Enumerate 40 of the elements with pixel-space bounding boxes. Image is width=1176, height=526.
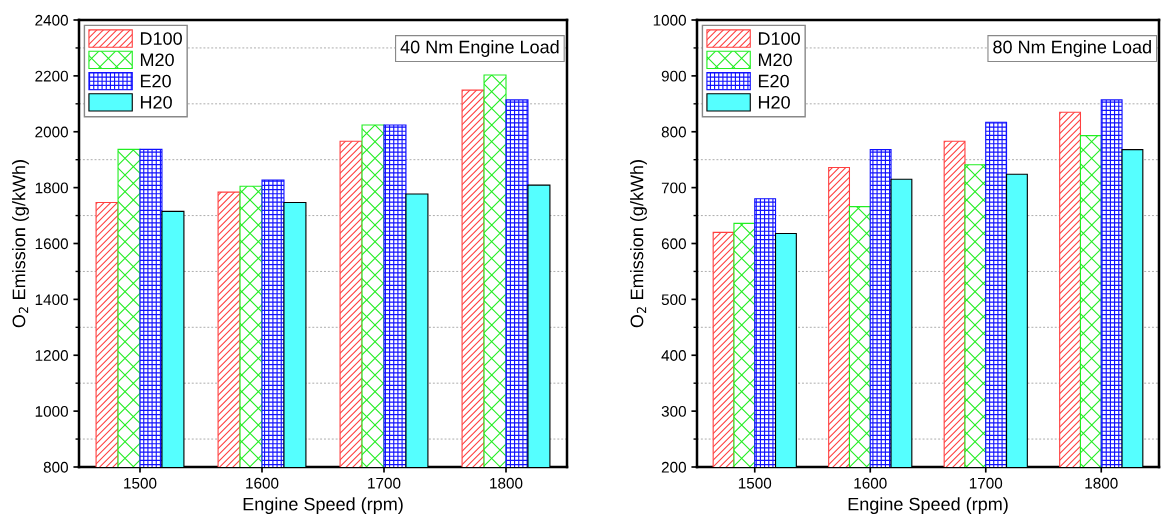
y-tick-label: 800 xyxy=(661,126,686,138)
y-tick-label: 400 xyxy=(661,350,686,361)
y-tick-label: 1400 xyxy=(35,294,68,306)
x-tick-label: 1600 xyxy=(246,477,279,489)
y-tick-label: 1000 xyxy=(653,14,686,26)
y-tick-label: 1000 xyxy=(35,405,68,417)
x-axis-title: Engine Speed (rpm) xyxy=(243,497,403,515)
legend-label: E20 xyxy=(758,74,789,88)
x-tick-label: 1700 xyxy=(969,477,1003,489)
annotation: 80 Nm Engine Load xyxy=(993,40,1151,57)
legend-label: D100 xyxy=(758,32,800,45)
legend-label: M20 xyxy=(140,53,174,67)
legend-label: M20 xyxy=(758,53,792,67)
y-tick-label: 2400 xyxy=(35,14,68,26)
legend-label: E20 xyxy=(140,74,171,88)
y-tick-label: 1800 xyxy=(35,182,68,194)
legend-label: D100 xyxy=(140,32,182,45)
y-tick-label: 500 xyxy=(661,294,686,306)
y-tick-label: 300 xyxy=(661,405,686,417)
y-tick-label: 600 xyxy=(661,238,686,250)
x-axis-title: Engine Speed (rpm) xyxy=(848,497,1008,515)
y-tick-label: 700 xyxy=(661,182,686,194)
y-tick-label: 2000 xyxy=(35,126,68,138)
x-tick-label: 1500 xyxy=(124,477,157,489)
y-tick-label: 1600 xyxy=(35,238,68,250)
y-tick-label: 2200 xyxy=(35,70,68,82)
y-tick-label: 900 xyxy=(661,70,686,82)
legend-label: H20 xyxy=(140,95,172,109)
y-axis-title: O$_{2}$ Emission (g/kWh) xyxy=(630,160,647,328)
x-tick-label: 1500 xyxy=(738,477,772,489)
x-tick-label: 1800 xyxy=(490,477,523,489)
y-tick-label: 1200 xyxy=(35,350,68,361)
legend-label: H20 xyxy=(758,95,790,109)
y-tick-label: 200 xyxy=(661,461,686,473)
y-tick-label: 800 xyxy=(43,461,68,473)
y-axis-title: O$_{2}$ Emission (g/kWh) xyxy=(12,160,29,328)
x-tick-label: 1600 xyxy=(854,477,887,489)
x-tick-label: 1700 xyxy=(368,477,401,489)
annotation: 40 Nm Engine Load xyxy=(400,40,559,57)
x-tick-label: 1800 xyxy=(1085,477,1118,489)
